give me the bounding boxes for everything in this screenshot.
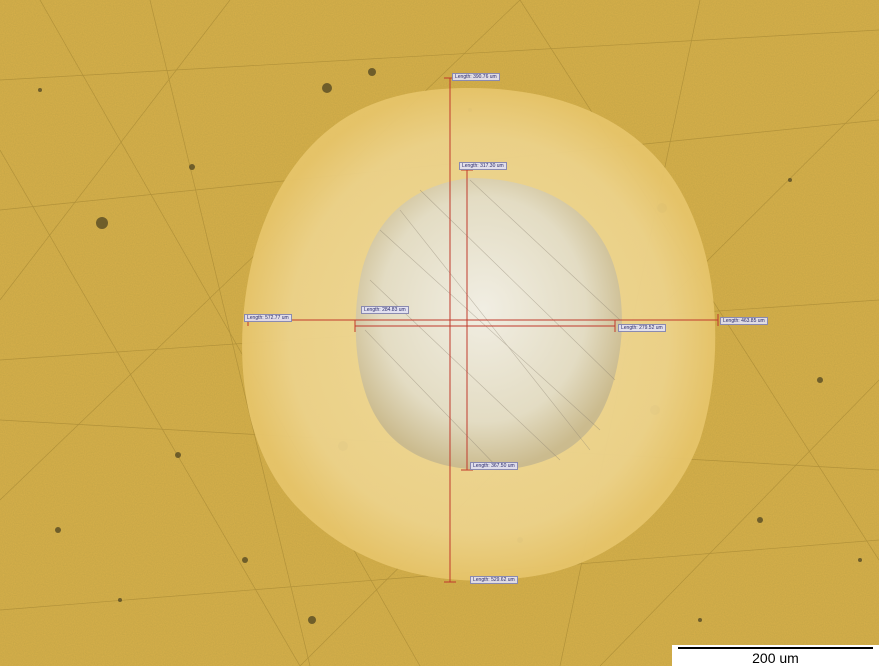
measurement-label-v-outer-bottom: Length: 529.62 um [470,576,518,584]
scale-bar-line [678,647,873,649]
measurement-label-h-inner-right: Length: 279.52 um [618,324,666,332]
scale-bar: 200 um [672,645,879,666]
measurement-label-h-outer-left: Length: 572.77 um [244,314,292,322]
scale-bar-label: 200 um [752,650,799,666]
measurement-label-v-inner-bottom: Length: 367.50 um [470,462,518,470]
measurement-label-v-outer-top: Length: 390.76 um [452,73,500,81]
measurement-label-h-outer-right: Length: 463.85 um [720,317,768,325]
crater-zone [355,178,622,470]
measurement-label-h-inner-left: Length: 284.83 um [361,306,409,314]
measurement-label-v-inner-top: Length: 317.30 um [459,162,507,170]
measurement-lines [247,77,719,583]
